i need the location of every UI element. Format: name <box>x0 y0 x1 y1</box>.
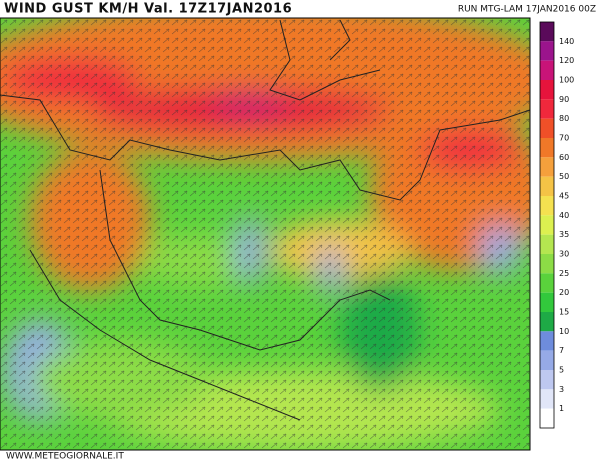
legend-label: 70 <box>559 134 569 143</box>
legend-label: 7 <box>559 346 564 355</box>
map <box>0 18 530 450</box>
legend-swatch <box>540 22 554 42</box>
legend-label: 80 <box>559 114 569 123</box>
legend-label: 1 <box>559 404 564 413</box>
legend-swatch <box>540 80 554 100</box>
run-info: RUN MTG-LAM 17JAN2016 00Z <box>458 5 596 15</box>
legend-swatch <box>540 331 554 351</box>
legend-swatch <box>540 234 554 254</box>
legend-swatch <box>540 254 554 274</box>
legend-frame <box>539 21 555 429</box>
legend-label: 90 <box>559 95 569 104</box>
legend-label: 40 <box>559 211 569 220</box>
legend-swatch <box>540 196 554 216</box>
legend-swatch <box>540 99 554 119</box>
legend-swatch <box>540 157 554 177</box>
legend-label: 5 <box>559 366 564 375</box>
legend-label: 100 <box>559 76 574 85</box>
legend-label: 120 <box>559 56 574 65</box>
legend-label: 140 <box>559 37 574 46</box>
legend-label: 10 <box>559 327 569 336</box>
legend-swatch <box>540 41 554 61</box>
legend-label: 45 <box>559 192 569 201</box>
legend-swatch <box>540 292 554 312</box>
legend-swatch <box>540 370 554 390</box>
legend-label: 25 <box>559 269 569 278</box>
legend-label: 35 <box>559 230 569 239</box>
legend-swatch <box>540 389 554 409</box>
legend-swatch <box>540 273 554 293</box>
legend-swatch <box>540 176 554 196</box>
legend-label: 15 <box>559 308 569 317</box>
legend-label: 20 <box>559 288 569 297</box>
map-frame <box>0 17 531 451</box>
legend-label: 3 <box>559 385 564 394</box>
footer: WWW.METEOGIORNALE.IT <box>6 452 124 462</box>
legend: 140 120 100 90 80 70 60 50 45 40 35 30 25 20 15 10 7 5 3 1 <box>539 21 574 429</box>
legend-swatch <box>540 408 554 428</box>
legend-swatch <box>540 215 554 235</box>
title: WIND GUST KM/H Val. 17Z17JAN2016 <box>4 2 292 17</box>
legend-label: 50 <box>559 172 569 181</box>
legend-swatch <box>540 138 554 158</box>
legend-swatch <box>540 350 554 370</box>
legend-swatch <box>540 312 554 332</box>
legend-swatch <box>540 60 554 80</box>
legend-label: 30 <box>559 250 569 259</box>
legend-label: 60 <box>559 153 569 162</box>
legend-swatch <box>540 118 554 138</box>
